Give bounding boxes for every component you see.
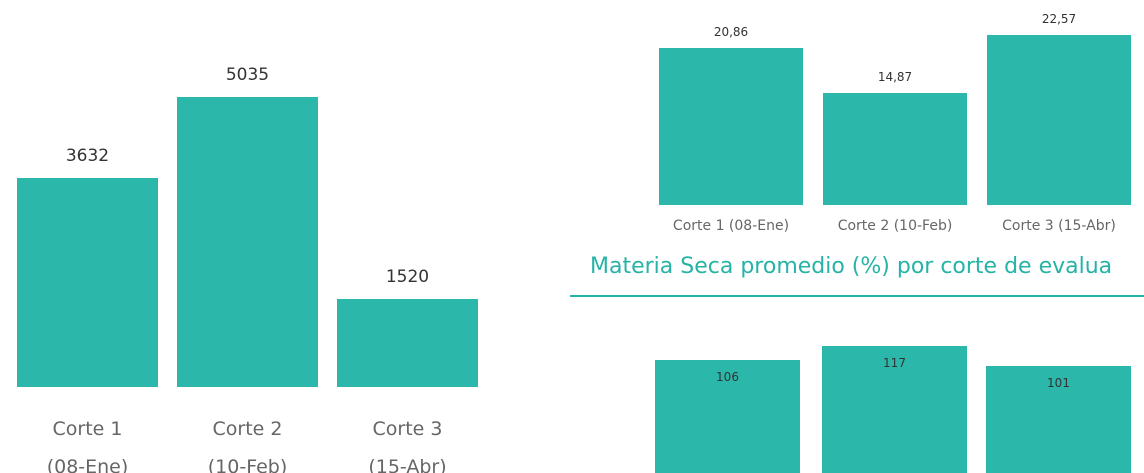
chart-title: Materia Seca promedio (%) por corte de e… bbox=[590, 254, 1113, 279]
bar bbox=[17, 177, 158, 387]
x-tick-label: Corte 1 (08-Ene) bbox=[46, 418, 129, 473]
value-label: 22,57 bbox=[1041, 12, 1077, 27]
value-label: 3632 bbox=[65, 145, 110, 166]
x-tick-label: Corte 2 (10-Feb) bbox=[207, 418, 288, 473]
bar bbox=[659, 47, 803, 205]
bar bbox=[177, 97, 318, 387]
value-label: 101 bbox=[1047, 376, 1070, 391]
x-tick-label: Corte 3 (15-Abr) bbox=[1002, 218, 1116, 234]
bar bbox=[987, 35, 1131, 205]
bar bbox=[655, 360, 800, 473]
x-tick-label: Corte 2 (10-Feb) bbox=[837, 218, 953, 234]
title-rule bbox=[570, 295, 1144, 297]
value-label: 106 bbox=[716, 370, 739, 384]
value-label: 5035 bbox=[225, 64, 270, 85]
x-tick-label: Corte 3 (15-Abr) bbox=[368, 418, 447, 473]
value-label: 117 bbox=[883, 356, 906, 370]
bar bbox=[986, 366, 1131, 473]
value-label: 20,86 bbox=[713, 25, 749, 40]
value-label: 1520 bbox=[385, 267, 430, 288]
bar bbox=[822, 346, 967, 473]
value-label: 14,87 bbox=[877, 70, 913, 85]
bar bbox=[337, 299, 478, 387]
bar bbox=[823, 92, 967, 205]
x-tick-label: Corte 1 (08-Ene) bbox=[672, 218, 790, 234]
